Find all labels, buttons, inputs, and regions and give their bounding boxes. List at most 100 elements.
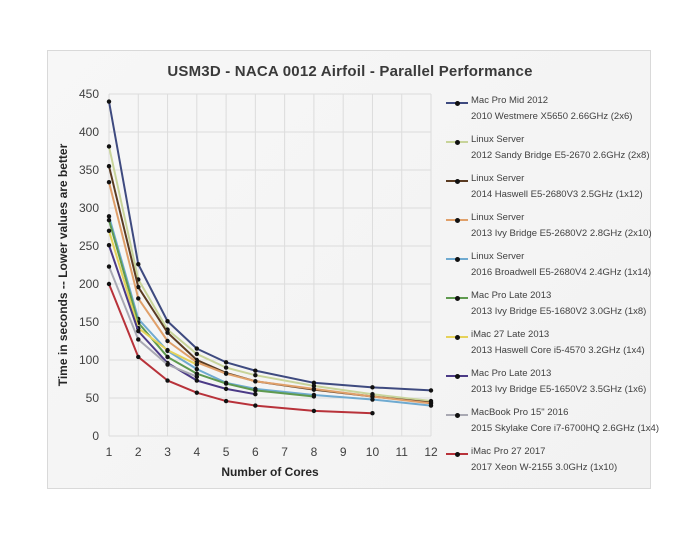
legend-line-marker-icon [446, 177, 468, 185]
y-tick-label: 300 [79, 201, 99, 215]
data-point [106, 243, 112, 248]
y-tick-label: 200 [79, 277, 99, 291]
x-tick-label: 2 [135, 445, 142, 459]
data-point [165, 347, 170, 353]
data-point [311, 386, 317, 392]
legend-detail: 2013 Haswell Core i5-4570 3.2GHz (1x4) [471, 345, 645, 356]
legend-name: Linux Server [471, 212, 525, 223]
legend-name: MacBook Pro 15" 2016 [471, 407, 569, 418]
legend-name: iMac 27 Late 2013 [471, 329, 550, 340]
data-point [194, 362, 200, 367]
chart-frame: USM3D - NACA 0012 Airfoil - Parallel Per… [47, 50, 659, 489]
series-line [106, 264, 200, 379]
data-point [253, 392, 258, 397]
legend-detail: 2015 Skylake Core i7-6700HQ 2.6GHz (1x4) [471, 423, 659, 434]
legend-name: Linux Server [471, 251, 525, 262]
data-point [370, 397, 375, 402]
data-point [253, 373, 258, 378]
data-point [223, 371, 229, 376]
data-point [106, 179, 112, 185]
data-point [253, 368, 258, 373]
chart-title: USM3D - NACA 0012 Airfoil - Parallel Per… [167, 63, 533, 80]
legend-line-marker-icon [446, 333, 468, 341]
x-tick-label: 9 [340, 445, 347, 459]
legend-name: Linux Server [471, 134, 525, 145]
data-point [136, 354, 141, 360]
series-line [106, 217, 317, 399]
legend-line-marker-icon [446, 411, 468, 419]
data-point [106, 228, 112, 233]
legend-item: Mac Pro Late 2013 2013 Ivy Bridge E5-1650… [446, 368, 651, 407]
data-point [106, 281, 112, 287]
legend-item: Linux Server 2013 Ivy Bridge E5-2680V2 2.… [446, 212, 652, 251]
legend-detail: 2013 Ivy Bridge E5-2680V2 2.8GHz (2x10) [471, 228, 652, 239]
data-point [311, 383, 317, 389]
data-point [165, 319, 170, 324]
legend-name: Mac Pro Mid 2012 [471, 95, 549, 106]
x-tick-label: 6 [252, 445, 259, 459]
legend-line-marker-icon [446, 138, 468, 146]
y-axis-title: Time in seconds -- Lower values are bett… [56, 143, 70, 386]
legend-line-marker-icon [446, 450, 468, 458]
legend-line-marker-icon [446, 99, 468, 107]
data-point [136, 284, 141, 290]
data-point [136, 337, 141, 342]
data-point [194, 374, 200, 379]
data-point [136, 262, 141, 267]
data-point [194, 378, 200, 383]
x-tick-label: 7 [281, 445, 288, 459]
x-tick-label: 10 [366, 445, 380, 459]
data-point [311, 408, 317, 414]
data-point [370, 411, 375, 416]
y-tick-label: 400 [79, 125, 99, 139]
x-axis-title: Number of Cores [221, 465, 319, 479]
x-tick-label: 1 [106, 445, 113, 459]
data-point [223, 381, 229, 386]
series-line [106, 144, 434, 404]
data-point [194, 390, 200, 395]
legend-item: Mac Pro Late 2013 2013 Ivy Bridge E5-1680… [446, 290, 651, 329]
data-point [223, 365, 229, 370]
legend-detail: 2012 Sandy Bridge E5-2670 2.6GHz (2x8) [471, 150, 650, 161]
data-point [194, 346, 200, 351]
data-point [428, 403, 434, 408]
x-tick-label: 12 [424, 445, 438, 459]
legend-line-marker-icon [446, 294, 468, 302]
series-line [106, 281, 375, 416]
data-point [106, 217, 112, 223]
x-tick-label: 11 [395, 445, 408, 459]
legend-name: iMac Pro 27 2017 [471, 446, 546, 457]
data-point [106, 264, 112, 269]
legend-detail: 2014 Haswell E5-2680V3 2.5GHz (1x12) [471, 189, 643, 200]
data-point [165, 354, 170, 360]
data-point [253, 403, 258, 408]
data-point [106, 144, 112, 149]
gridlines [108, 93, 432, 437]
data-point [106, 164, 112, 169]
x-tick-label: 8 [311, 445, 318, 459]
legend-line-marker-icon [446, 255, 468, 263]
series-line [106, 243, 258, 397]
legend-item: Linux Server 2012 Sandy Bridge E5-2670 2.… [446, 134, 651, 173]
data-point [165, 378, 170, 383]
data-point [165, 338, 170, 344]
legend-detail: 2017 Xeon W-2155 3.0GHz (1x10) [471, 462, 618, 473]
legend-item: Linux Server 2016 Broadwell E5-2680V4 2.4… [446, 251, 651, 290]
series-line [106, 179, 434, 406]
data-point [253, 388, 258, 393]
data-point [223, 386, 229, 392]
x-tick-label: 4 [193, 445, 200, 459]
legend: Mac Pro Mid 2012 2010 Westmere X5650 2.66… [446, 95, 659, 485]
data-point [370, 394, 375, 399]
legend-name: Mac Pro Late 2013 [471, 368, 552, 379]
data-point [165, 330, 170, 335]
data-point [194, 351, 200, 357]
legend-detail: 2010 Westmere X5650 2.66GHz (2x6) [471, 111, 633, 122]
legend-detail: 2013 Ivy Bridge E5-1680V2 3.0GHz (1x8) [471, 306, 647, 317]
y-tick-label: 100 [79, 353, 99, 367]
data-point [223, 360, 229, 365]
legend-detail: 2013 Ivy Bridge E5-1650V2 3.5GHz (1x6) [471, 384, 647, 395]
data-point [370, 385, 375, 390]
legend-item: iMac 27 Late 2013 2013 Haswell Core i5-45… [446, 329, 651, 368]
y-tick-label: 450 [79, 87, 99, 101]
